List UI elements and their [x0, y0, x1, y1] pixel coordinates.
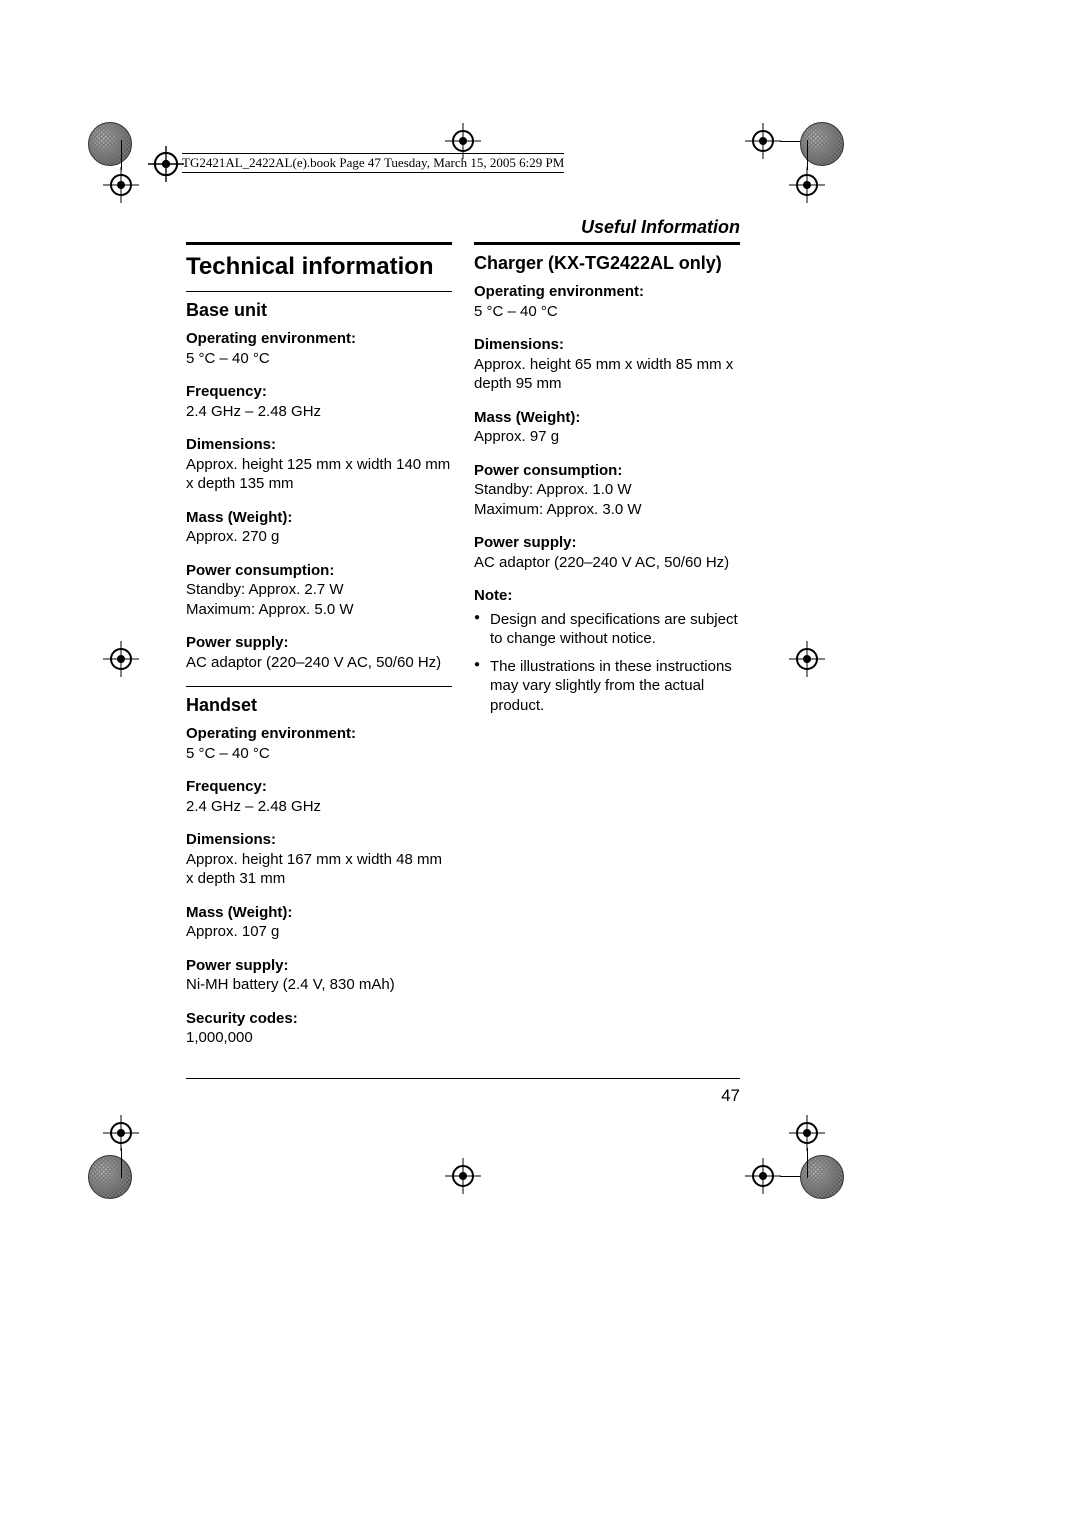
- spec-value: AC adaptor (220–240 V AC, 50/60 Hz): [474, 553, 740, 573]
- note-heading: Note:: [474, 586, 740, 606]
- spec-label: Operating environment:: [474, 282, 740, 302]
- reg-mark-mid-right: [789, 641, 825, 677]
- spec-label: Frequency:: [186, 382, 452, 402]
- spec-item: Power consumption:Standby: Approx. 2.7 W…: [186, 561, 452, 620]
- spec-item: Dimensions:Approx. height 125 mm x width…: [186, 435, 452, 494]
- spec-item: Frequency:2.4 GHz – 2.48 GHz: [186, 777, 452, 816]
- spec-value: Approx. 270 g: [186, 527, 452, 547]
- spec-value: 5 °C – 40 °C: [186, 744, 452, 764]
- spec-value: Maximum: Approx. 3.0 W: [474, 500, 740, 520]
- spec-item: Operating environment:5 °C – 40 °C: [474, 282, 740, 321]
- spec-label: Operating environment:: [186, 329, 452, 349]
- handset-heading: Handset: [186, 695, 452, 716]
- crop-ball-bot-left: [88, 1155, 132, 1199]
- spec-item: Mass (Weight):Approx. 97 g: [474, 408, 740, 447]
- spec-value: Approx. height 65 mm x width 85 mm x dep…: [474, 355, 740, 394]
- spec-value: Standby: Approx. 1.0 W: [474, 480, 740, 500]
- crop-line-bl-v: [121, 1148, 122, 1178]
- reg-mark-bot-left: [103, 1115, 139, 1151]
- left-column: Technical information Base unit Operatin…: [186, 242, 452, 1062]
- spec-value: 1,000,000: [186, 1028, 452, 1048]
- page-number: 47: [721, 1086, 740, 1106]
- base-unit-specs: Operating environment:5 °C – 40 °C Freque…: [186, 329, 452, 672]
- running-head: Useful Information: [186, 217, 740, 238]
- page-content: Useful Information Technical information…: [186, 217, 740, 1062]
- spec-item: Mass (Weight):Approx. 270 g: [186, 508, 452, 547]
- reg-mark-top-right2: [789, 167, 825, 203]
- right-column: Charger (KX-TG2422AL only) Operating env…: [474, 242, 740, 1062]
- spec-value: 2.4 GHz – 2.48 GHz: [186, 402, 452, 422]
- spec-label: Security codes:: [186, 1009, 452, 1029]
- spec-item: Power supply:Ni-MH battery (2.4 V, 830 m…: [186, 956, 452, 995]
- spec-label: Mass (Weight):: [474, 408, 740, 428]
- spec-item: Dimensions:Approx. height 65 mm x width …: [474, 335, 740, 394]
- spec-label: Power supply:: [186, 633, 452, 653]
- note-list: Design and specifications are subject to…: [474, 610, 740, 716]
- spec-value: 2.4 GHz – 2.48 GHz: [186, 797, 452, 817]
- spec-label: Dimensions:: [186, 830, 452, 850]
- spec-label: Power consumption:: [186, 561, 452, 581]
- handset-specs: Operating environment:5 °C – 40 °C Freque…: [186, 724, 452, 1048]
- spec-item: Power consumption:Standby: Approx. 1.0 W…: [474, 461, 740, 520]
- reg-mark-bot-center: [445, 1158, 481, 1194]
- note-item: Design and specifications are subject to…: [474, 610, 740, 649]
- reg-mark-mid-left: [103, 641, 139, 677]
- spec-value: Maximum: Approx. 5.0 W: [186, 600, 452, 620]
- spec-value: Ni-MH battery (2.4 V, 830 mAh): [186, 975, 452, 995]
- book-header-line: TG2421AL_2422AL(e).book Page 47 Tuesday,…: [182, 153, 564, 173]
- base-unit-heading: Base unit: [186, 300, 452, 321]
- spec-value: Approx. height 125 mm x width 140 mm x d…: [186, 455, 452, 494]
- crop-line-tl-v: [121, 140, 122, 170]
- crop-line-br-v: [807, 1148, 808, 1178]
- spec-label: Power consumption:: [474, 461, 740, 481]
- reg-mark-bot-right2: [789, 1115, 825, 1151]
- note-item: The illustrations in these instructions …: [474, 657, 740, 716]
- spec-item: Dimensions:Approx. height 167 mm x width…: [186, 830, 452, 889]
- spec-item: Operating environment:5 °C – 40 °C: [186, 724, 452, 763]
- page-title: Technical information: [186, 253, 452, 281]
- spec-value: Approx. 97 g: [474, 427, 740, 447]
- reg-mark-top-left: [103, 167, 139, 203]
- reg-mark-top-right: [745, 123, 781, 159]
- spec-label: Dimensions:: [186, 435, 452, 455]
- spec-item: Mass (Weight):Approx. 107 g: [186, 903, 452, 942]
- spec-value: Approx. 107 g: [186, 922, 452, 942]
- spec-item: Frequency:2.4 GHz – 2.48 GHz: [186, 382, 452, 421]
- spec-item: Security codes:1,000,000: [186, 1009, 452, 1048]
- spec-value: 5 °C – 40 °C: [186, 349, 452, 369]
- spec-label: Dimensions:: [474, 335, 740, 355]
- spec-label: Mass (Weight):: [186, 903, 452, 923]
- spec-label: Power supply:: [474, 533, 740, 553]
- spec-value: Standby: Approx. 2.7 W: [186, 580, 452, 600]
- footer-rule: [186, 1078, 740, 1079]
- spec-label: Power supply:: [186, 956, 452, 976]
- spec-item: Power supply:AC adaptor (220–240 V AC, 5…: [474, 533, 740, 572]
- crop-line-tr-v: [807, 140, 808, 170]
- charger-specs: Operating environment:5 °C – 40 °C Dimens…: [474, 282, 740, 572]
- reg-mark-small-tl: [148, 146, 174, 172]
- crop-ball-top-left: [88, 122, 132, 166]
- spec-label: Mass (Weight):: [186, 508, 452, 528]
- spec-label: Operating environment:: [186, 724, 452, 744]
- spec-label: Frequency:: [186, 777, 452, 797]
- spec-item: Power supply:AC adaptor (220–240 V AC, 5…: [186, 633, 452, 672]
- spec-item: Operating environment:5 °C – 40 °C: [186, 329, 452, 368]
- charger-heading: Charger (KX-TG2422AL only): [474, 253, 740, 274]
- reg-mark-bot-right1: [745, 1158, 781, 1194]
- spec-value: 5 °C – 40 °C: [474, 302, 740, 322]
- spec-value: Approx. height 167 mm x width 48 mm x de…: [186, 850, 452, 889]
- spec-value: AC adaptor (220–240 V AC, 50/60 Hz): [186, 653, 452, 673]
